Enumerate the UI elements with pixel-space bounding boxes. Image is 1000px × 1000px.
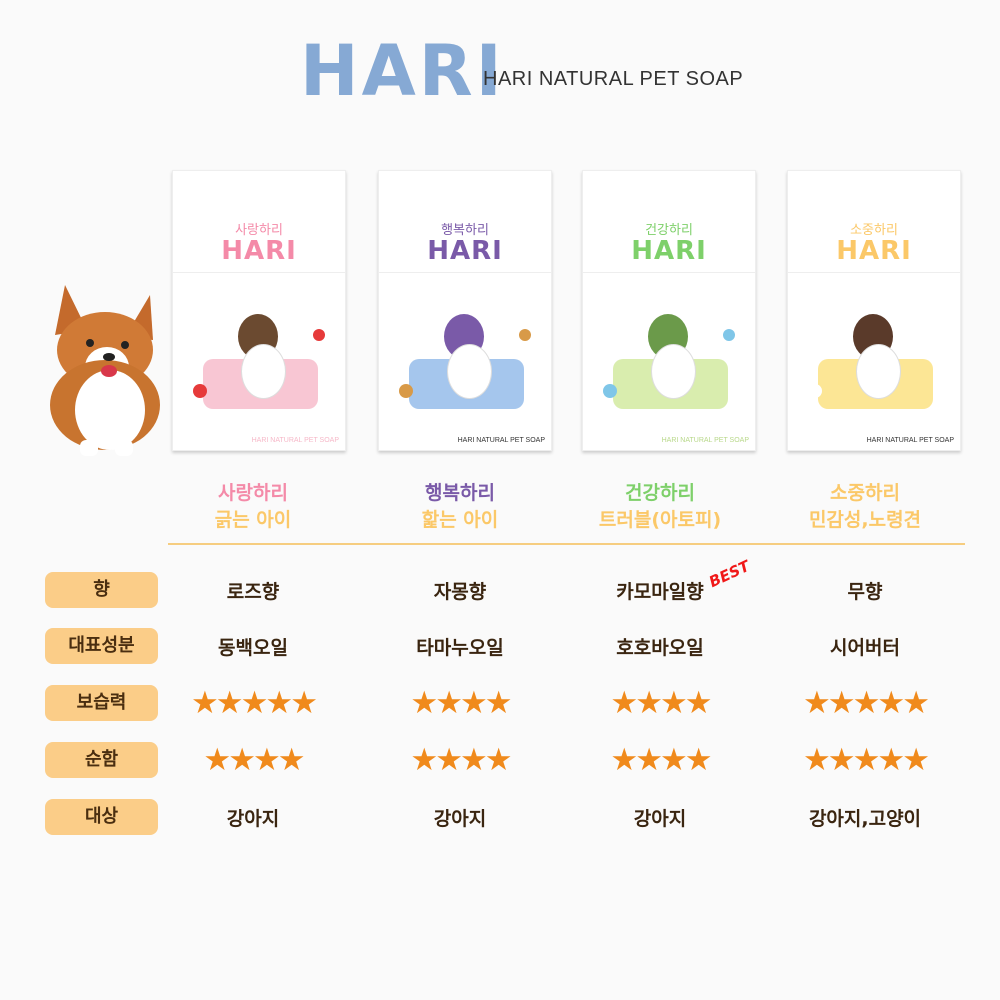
cell-ingredient: 호호바오일 <box>616 637 704 659</box>
star-rating-mildness: ★★★★ <box>153 742 353 778</box>
cell-ingredient: 동백오일 <box>218 637 288 659</box>
star-icon: ★ <box>827 742 856 778</box>
star-icon: ★ <box>610 685 638 721</box>
row-label: 보습력 <box>45 685 158 721</box>
star-icon: ★ <box>803 685 831 721</box>
star-icon: ★ <box>484 742 513 778</box>
box-name: 사랑하리 <box>235 223 283 238</box>
brand-logo: HARI <box>300 30 505 112</box>
star-icon: ★ <box>240 685 269 721</box>
product-box: 사랑하리 HARI HARI NATURAL PET SOAP <box>172 170 346 451</box>
star-rating-moisture: ★★★★★ <box>765 685 965 721</box>
star-icon: ★ <box>484 685 513 721</box>
star-icon: ★ <box>435 685 463 721</box>
star-icon: ★ <box>902 742 930 778</box>
star-icon: ★ <box>253 742 281 778</box>
product-box: 건강하리 HARI HARI NATURAL PET SOAP <box>582 170 756 451</box>
star-icon: ★ <box>877 685 905 721</box>
product-target-desc: 긁는 아이 <box>214 509 292 531</box>
product-target-desc: 민감성,노령견 <box>808 509 922 531</box>
star-icon: ★ <box>660 742 688 778</box>
star-icon: ★ <box>435 742 463 778</box>
star-icon: ★ <box>660 685 688 721</box>
product-target-desc: 핥는 아이 <box>421 509 499 531</box>
row-label: 대상 <box>45 799 158 835</box>
box-logo: HARI <box>836 236 912 266</box>
box-footer: HARI NATURAL PET SOAP <box>251 437 339 444</box>
star-rating-mildness: ★★★★★ <box>765 742 965 778</box>
star-icon: ★ <box>460 685 488 721</box>
product-box: 행복하리 HARI HARI NATURAL PET SOAP <box>378 170 552 451</box>
divider <box>168 543 965 545</box>
star-icon: ★ <box>410 742 438 778</box>
product-illustration <box>798 289 950 429</box>
product-illustration <box>593 289 745 429</box>
box-footer: HARI NATURAL PET SOAP <box>866 437 954 444</box>
star-icon: ★ <box>460 742 488 778</box>
row-label: 향 <box>45 572 158 608</box>
box-name: 건강하리 <box>645 223 693 238</box>
product-name: 사랑하리 <box>218 482 288 504</box>
star-icon: ★ <box>635 685 663 721</box>
star-rating-mildness: ★★★★ <box>560 742 760 778</box>
cell-ingredient: 시어버터 <box>830 637 900 659</box>
star-icon: ★ <box>635 742 663 778</box>
cell-scent: 무향 <box>847 581 883 603</box>
product-target-desc: 트러블(아토피) <box>598 509 722 531</box>
cell-for: 강아지,고양이 <box>808 808 922 830</box>
cell-for: 강아지 <box>226 808 280 830</box>
star-icon: ★ <box>803 742 831 778</box>
star-icon: ★ <box>684 742 713 778</box>
star-icon: ★ <box>215 685 244 721</box>
star-icon: ★ <box>277 742 306 778</box>
cell-scent: 로즈향 <box>226 581 280 603</box>
box-logo: HARI <box>221 236 297 266</box>
product-name: 행복하리 <box>425 482 495 504</box>
cell-for: 강아지 <box>433 808 487 830</box>
star-icon: ★ <box>203 742 231 778</box>
star-icon: ★ <box>228 742 256 778</box>
star-icon: ★ <box>191 685 219 721</box>
product-name: 소중하리 <box>830 482 900 504</box>
row-label: 대표성분 <box>45 628 158 664</box>
star-icon: ★ <box>290 685 318 721</box>
star-rating-moisture: ★★★★ <box>360 685 560 721</box>
star-icon: ★ <box>827 685 856 721</box>
box-footer: HARI NATURAL PET SOAP <box>661 437 749 444</box>
box-footer: HARI NATURAL PET SOAP <box>457 437 545 444</box>
box-logo: HARI <box>631 236 707 266</box>
box-name: 소중하리 <box>850 223 898 238</box>
star-icon: ★ <box>610 742 638 778</box>
product-illustration <box>389 289 541 429</box>
row-label: 순함 <box>45 742 158 778</box>
star-icon: ★ <box>877 742 905 778</box>
brand-subtitle: HARI NATURAL PET SOAP <box>483 68 744 90</box>
star-icon: ★ <box>410 685 438 721</box>
product-name: 건강하리 <box>625 482 695 504</box>
star-icon: ★ <box>684 685 713 721</box>
cell-for: 강아지 <box>633 808 687 830</box>
product-illustration <box>183 289 335 429</box>
box-name: 행복하리 <box>441 223 489 238</box>
star-icon: ★ <box>902 685 930 721</box>
star-icon: ★ <box>265 685 293 721</box>
star-rating-moisture: ★★★★★ <box>153 685 353 721</box>
star-icon: ★ <box>852 742 881 778</box>
product-box: 소중하리 HARI HARI NATURAL PET SOAP <box>787 170 961 451</box>
cell-scent: 자몽향 <box>433 581 487 603</box>
star-rating-mildness: ★★★★ <box>360 742 560 778</box>
cell-scent: 카모마일향 <box>616 581 704 603</box>
star-icon: ★ <box>852 685 881 721</box>
box-logo: HARI <box>427 236 503 266</box>
cell-ingredient: 타마누오일 <box>416 637 504 659</box>
corgi-image <box>25 275 160 460</box>
star-rating-moisture: ★★★★ <box>560 685 760 721</box>
